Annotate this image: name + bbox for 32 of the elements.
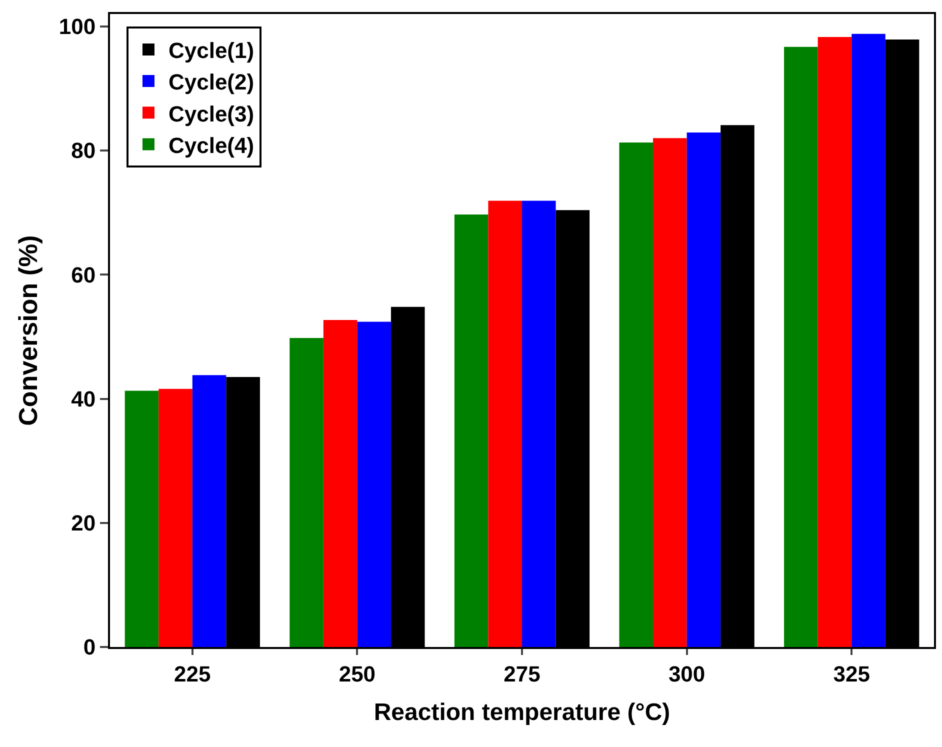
bar — [454, 214, 488, 647]
legend-label: Cycle(2) — [168, 70, 254, 95]
bar — [784, 46, 818, 647]
bar — [290, 338, 324, 647]
bar — [323, 320, 358, 647]
y-tick-label: 0 — [83, 634, 96, 660]
bar — [653, 138, 687, 647]
x-tick-label: 275 — [504, 661, 540, 686]
y-tick-label: 60 — [71, 262, 96, 288]
bar — [124, 390, 159, 647]
legend-label: Cycle(4) — [168, 132, 254, 158]
y-tick-label: 40 — [71, 386, 96, 412]
y-tick-label: 100 — [58, 14, 96, 40]
x-tick-label: 300 — [668, 661, 706, 686]
y-axis-title: Conversion (%) — [12, 235, 43, 426]
bar — [852, 34, 886, 647]
y-tick-label: 80 — [71, 138, 96, 164]
y-tick-label: 20 — [71, 510, 96, 536]
x-tick-label: 225 — [174, 661, 211, 686]
bar — [192, 375, 226, 647]
x-tick-label: 325 — [833, 661, 870, 686]
bar — [158, 388, 192, 647]
bar — [357, 322, 391, 647]
bar — [818, 36, 852, 647]
x-tick-label: 250 — [338, 661, 376, 686]
bar — [522, 200, 556, 647]
legend-label: Cycle(3) — [168, 101, 254, 126]
bar — [619, 142, 654, 647]
legend-label: Cycle(1) — [168, 38, 254, 64]
bar — [686, 132, 721, 647]
bar — [488, 200, 522, 647]
x-axis-title: Reaction temperature (°C) — [374, 699, 670, 726]
